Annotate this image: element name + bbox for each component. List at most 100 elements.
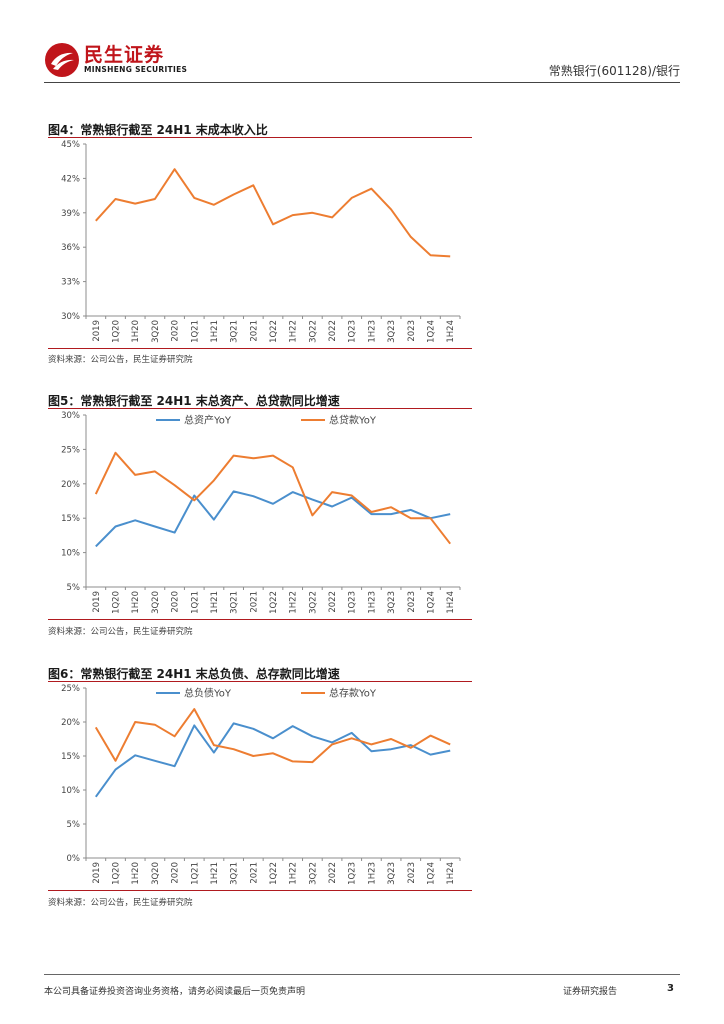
fig6-y-tick-label: 5% <box>67 820 81 830</box>
fig5-title-rule <box>48 408 472 409</box>
fig5-y-tick-label: 5% <box>67 583 81 593</box>
fig4-y-tick-label: 42% <box>61 174 80 184</box>
fig6-x-tick-label: 2023 <box>407 862 417 884</box>
fig5-x-tick-label: 1Q24 <box>426 591 436 614</box>
fig4-x-tick-label: 1H24 <box>446 320 456 343</box>
fig5-bottom-rule <box>48 619 472 620</box>
fig5-y-tick-label: 30% <box>61 411 80 421</box>
header-divider <box>44 82 680 83</box>
logo-text-cn: 民生证券 <box>84 44 165 66</box>
fig4-y-tick-label: 45% <box>61 140 80 150</box>
fig5-x-tick-label: 1H22 <box>289 591 299 614</box>
fig4-x-tick-label: 3Q21 <box>230 320 240 343</box>
fig5-x-tick-label: 2023 <box>407 591 417 613</box>
fig6-x-tick-label: 1H22 <box>289 862 299 885</box>
fig5-chart: 5% 10% 15% 20% 25% 30% 2019 1Q20 1H20 3Q20 2020 1Q2… <box>61 411 461 614</box>
fig6-y-tick-label: 20% <box>61 718 80 728</box>
fig5-y-tick-label: 20% <box>61 480 80 490</box>
fig4-x-tick-label: 1H22 <box>289 320 299 343</box>
fig4-x-tick-label: 1H20 <box>131 320 141 343</box>
fig4-x-tick-label: 2021 <box>249 320 259 342</box>
fig5-x-tick-label: 1H24 <box>446 591 456 614</box>
footer-report-type: 证券研究报告 <box>563 987 618 997</box>
fig6-y-tick-label: 10% <box>61 786 80 796</box>
fig6-series-line-2 <box>94 708 451 764</box>
footer-disclaimer: 本公司具备证券投资咨询业务资格，请务必阅读最后一页免责声明 <box>44 987 306 997</box>
fig6-x-tick-label: 1Q20 <box>112 862 122 885</box>
fig6-series-line-1 <box>94 722 451 798</box>
fig5-x-tick-label: 1Q22 <box>269 591 279 614</box>
fig6-x-tick-label: 3Q23 <box>387 862 397 885</box>
fig6-source: 资料来源：公司公告，民生证券研究院 <box>48 898 193 908</box>
fig5-x-tick-label: 3Q22 <box>308 591 318 614</box>
fig5-x-tick-label: 1Q20 <box>112 591 122 614</box>
fig5-x-tick-label: 1Q21 <box>190 591 200 614</box>
fig6-x-tick-label: 1H24 <box>446 862 456 885</box>
fig4-x-tick-label: 1H23 <box>367 320 377 343</box>
fig5-x-tick-label: 1H23 <box>367 591 377 614</box>
fig5-x-tick-label: 3Q23 <box>387 591 397 614</box>
fig4-x-tick-label: 1Q20 <box>112 320 122 343</box>
fig6-x-tick-label: 3Q20 <box>151 862 161 885</box>
fig5-x-tick-label: 2019 <box>92 591 102 613</box>
page-number: 3 <box>667 983 674 994</box>
fig5-series-line-2 <box>94 451 451 545</box>
fig6-title-rule <box>48 681 472 682</box>
fig4-x-tick-label: 3Q22 <box>308 320 318 343</box>
fig4-x-tick-label: 3Q20 <box>151 320 161 343</box>
fig4-x-tick-label: 1Q21 <box>190 320 200 343</box>
fig4-x-tick-label: 2019 <box>92 320 102 342</box>
fig6-legend-label: 总存款YoY <box>329 687 377 700</box>
fig4-x-tick-label: 1Q24 <box>426 320 436 343</box>
fig6-x-tick-label: 3Q22 <box>308 862 318 885</box>
fig6-title: 图6：常熟银行截至 24H1 末总负债、总存款同比增速 <box>48 667 340 681</box>
fig6-y-tick-label: 25% <box>61 684 80 694</box>
fig4-x-tick-label: 1H21 <box>210 320 220 343</box>
fig4-title: 图4：常熟银行截至 24H1 末成本收入比 <box>48 123 268 137</box>
fig4-bottom-rule <box>48 348 472 349</box>
fig4-x-tick-label: 2020 <box>171 320 181 342</box>
fig5-legend-label: 总贷款YoY <box>329 414 377 427</box>
fig6-x-tick-label: 1Q21 <box>190 862 200 885</box>
fig5-x-tick-label: 1H21 <box>210 591 220 614</box>
fig4-series-line-1 <box>95 168 451 258</box>
fig6-y-tick-label: 0% <box>67 854 81 864</box>
fig5-y-tick-label: 10% <box>61 549 80 559</box>
fig6-x-tick-label: 1H20 <box>131 862 141 885</box>
fig5-x-tick-label: 3Q20 <box>151 591 161 614</box>
fig4-y-tick-label: 36% <box>61 243 80 253</box>
fig5-x-tick-label: 1Q23 <box>348 591 358 614</box>
fig4-y-tick-label: 33% <box>61 278 80 288</box>
fig5-title: 图5：常熟银行截至 24H1 末总资产、总贷款同比增速 <box>48 394 340 408</box>
fig5-x-tick-label: 2021 <box>249 591 259 613</box>
fig5-y-tick-label: 15% <box>61 514 80 524</box>
fig6-x-tick-label: 3Q21 <box>230 862 240 885</box>
fig6-x-tick-label: 2020 <box>171 862 181 884</box>
fig5-x-tick-label: 2020 <box>171 591 181 613</box>
fig6-x-tick-label: 1H23 <box>367 862 377 885</box>
fig4-y-tick-label: 39% <box>61 209 80 219</box>
fig6-x-tick-label: 2019 <box>92 862 102 884</box>
logo-text-en: MINSHENG SECURITIES <box>84 65 188 74</box>
fig4-source: 资料来源：公司公告，民生证券研究院 <box>48 355 193 365</box>
fig4-y-tick-label: 30% <box>61 312 80 322</box>
minsheng-logo-icon <box>45 43 79 77</box>
fig4-x-tick-label: 2023 <box>407 320 417 342</box>
fig6-y-tick-label: 15% <box>61 752 80 762</box>
fig6-x-tick-label: 2021 <box>249 862 259 884</box>
fig6-x-tick-label: 2022 <box>328 862 338 884</box>
fig5-series-line-1 <box>95 490 451 548</box>
report-tag: 常熟银行(601128)/银行 <box>548 64 680 78</box>
fig5-y-tick-label: 25% <box>61 445 80 455</box>
fig4-x-tick-label: 2022 <box>328 320 338 342</box>
fig6-legend-label: 总负债YoY <box>184 687 232 700</box>
fig4-x-tick-label: 1Q22 <box>269 320 279 343</box>
footer-divider <box>44 974 680 975</box>
fig5-x-tick-label: 2022 <box>328 591 338 613</box>
fig4-chart: 30% 33% 36% 39% 42% 45% 2019 1Q20 1H20 3Q20 2020 1Q… <box>61 140 461 343</box>
fig5-source: 资料来源：公司公告，民生证券研究院 <box>48 627 193 637</box>
fig6-x-tick-label: 1H21 <box>210 862 220 885</box>
fig5-legend-label: 总资产YoY <box>184 414 232 427</box>
fig5-x-tick-label: 1H20 <box>131 591 141 614</box>
fig6-bottom-rule <box>48 890 472 891</box>
